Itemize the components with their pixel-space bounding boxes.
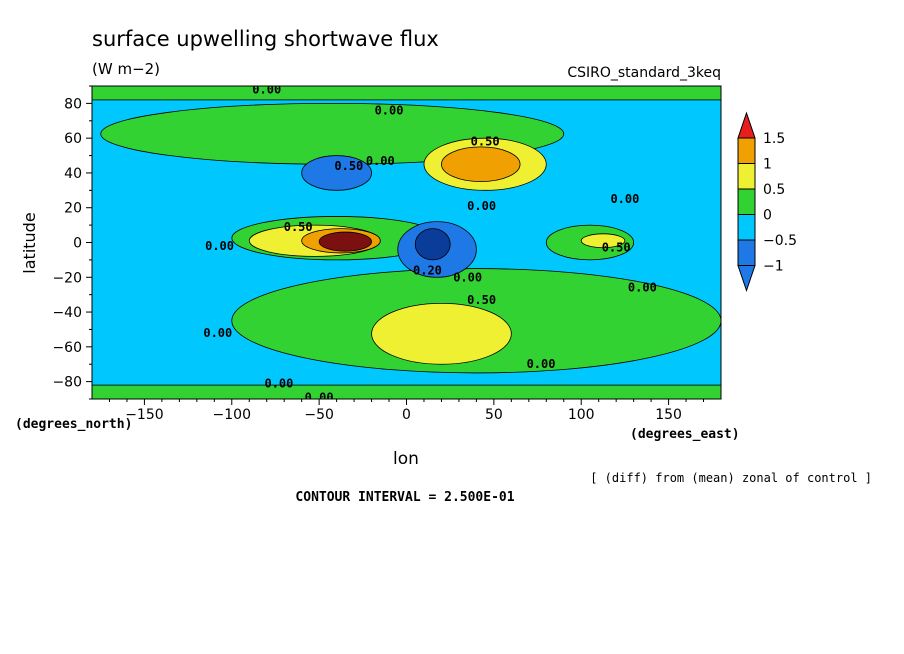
colorbar-label: 1.5 [763, 131, 785, 147]
colorbar-under-triangle [737, 265, 756, 293]
plot-area: 0.000.000.000.500.500.000.500.00 0.500.00… [91, 82, 722, 404]
y-tick-label: −80 [52, 375, 82, 391]
y-tick-label: 20 [64, 201, 82, 217]
colorbar-label: 0.5 [763, 182, 785, 198]
contour-region [580, 233, 626, 249]
model-label: CSIRO_standard_3keq [567, 65, 721, 81]
contour-label-layer: 0.000.000.000.500.500.000.500.00 0.500.00… [203, 82, 657, 404]
colorbar-swatch [737, 239, 756, 266]
x-tick-label: 150 [655, 407, 682, 423]
y-tick-label: −60 [52, 340, 82, 356]
contour-label: 0.00 [366, 154, 395, 168]
x-tick-label: 100 [568, 407, 595, 423]
contour-region [414, 228, 451, 261]
x-tick-label: 50 [485, 407, 503, 423]
contour-label: 0.00 [467, 199, 496, 213]
y-tick-label: 60 [64, 131, 82, 147]
contour-label: 0.00 [205, 239, 234, 253]
x-tick-label: −150 [125, 407, 163, 423]
contour-label: 0.00 [375, 103, 404, 117]
contour-label: 0.00 [252, 82, 281, 96]
chart-title: surface upwelling shortwave flux [92, 27, 439, 51]
y-tick-label: 80 [64, 96, 82, 112]
colorbar-over-triangle [737, 111, 756, 139]
contour-label: 0.00 [610, 192, 639, 206]
contour-interval-label: CONTOUR INTERVAL = 2.500E-01 [295, 490, 514, 505]
y-units-label: (degrees_north) [15, 417, 132, 432]
colorbar-swatch [737, 163, 756, 190]
y-axis-label: latitude [20, 212, 39, 273]
x-tick-label: −50 [304, 407, 334, 423]
colorbar-label: −0.5 [763, 233, 797, 249]
diff-note: [ (diff) from (mean) zonal of control ] [590, 471, 872, 485]
y-tick-label: −20 [52, 270, 82, 286]
contour-label: 0.00 [203, 326, 232, 340]
x-axis-label: lon [393, 449, 419, 469]
colorbar-label: 0 [763, 208, 772, 224]
colorbar: 1.5 1 0.5 0 −0.5 −1 [737, 111, 797, 293]
contour-label: 0.50 [467, 293, 496, 307]
y-tick-label: 0 [73, 236, 82, 252]
colorbar-swatch [737, 188, 756, 215]
colorbar-swatch [737, 137, 756, 164]
contour-label: 0.50 [471, 135, 500, 149]
contour-label: 0.00 [453, 270, 482, 284]
x-axis: −150 −100 −50 0 50 100 150 [108, 399, 705, 423]
contour-region [92, 86, 721, 101]
contour-region [318, 231, 372, 252]
contour-region [441, 146, 521, 183]
contour-region [371, 302, 512, 365]
colorbar-label: 1 [763, 157, 772, 173]
colorbar-swatch [737, 214, 756, 241]
contour-label: 0.00 [628, 281, 657, 295]
x-units-label: (degrees_east) [630, 427, 740, 442]
y-tick-label: −40 [52, 305, 82, 321]
contour-region [301, 155, 372, 191]
colorbar-label: −1 [763, 259, 784, 275]
x-tick-label: 0 [402, 407, 411, 423]
contour-label: 0.50 [284, 220, 313, 234]
contour-label: 0.50 [602, 241, 631, 255]
contour-label: 0.20 [413, 263, 442, 277]
x-tick-label: −100 [213, 407, 251, 423]
chart-units: (W m−2) [92, 60, 160, 78]
contour-label: 0.00 [527, 357, 556, 371]
y-axis: −80 −60 −40 −20 0 20 40 60 80 [52, 85, 92, 400]
y-tick-label: 40 [64, 166, 82, 182]
contour-label: 0.00 [305, 390, 334, 404]
contour-label: 0.50 [334, 159, 363, 173]
contour-label: 0.00 [264, 376, 293, 390]
contour-fill-layer [92, 86, 721, 399]
contour-region [92, 384, 721, 399]
